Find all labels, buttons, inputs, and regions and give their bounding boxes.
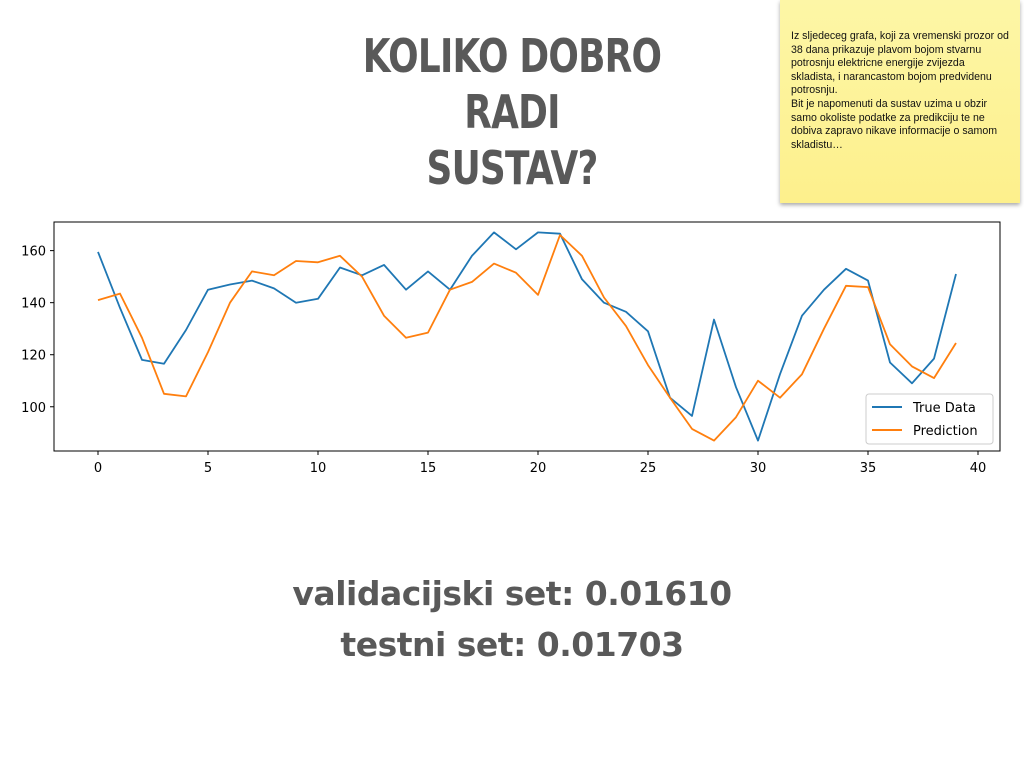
x-tick-label: 15 [420,461,437,476]
x-tick-label: 5 [204,461,212,476]
x-tick-label: 40 [970,461,987,476]
x-tick-label: 30 [750,461,767,476]
y-tick-label: 140 [21,297,46,312]
legend-label: Prediction [913,424,978,439]
y-tick-label: 100 [21,401,46,416]
legend-label: True Data [912,401,976,416]
series-line-prediction [97,234,957,442]
plot-area: 0 5 10 15 20 25 30 35 40 100 120 140 160 True Data Pre… [21,221,1001,476]
slide-title-line-2: SUSTAV? [426,141,599,195]
sticky-note[interactable]: Iz sljedeceg grafa, koji za vremenski pr… [780,0,1020,203]
slide-title: KOLIKO DOBRO RADI SUSTAV? [317,28,707,196]
x-tick-label: 10 [310,461,327,476]
test-metric: testni set: 0.01703 [340,625,684,664]
x-tick-label: 20 [530,461,547,476]
x-tick-label: 0 [94,461,102,476]
series-line-true-data [97,231,957,442]
x-tick-label: 25 [640,461,657,476]
line-chart: 0 5 10 15 20 25 30 35 40 100 120 140 160 True Data Pre… [21,221,1001,476]
x-tick-label: 35 [860,461,877,476]
y-tick-label: 120 [21,349,46,364]
plot-frame [53,221,1001,452]
y-tick-label: 160 [21,245,46,260]
validation-metric: validacijski set: 0.01610 [292,574,732,613]
slide-title-line-1: KOLIKO DOBRO RADI [362,29,662,139]
